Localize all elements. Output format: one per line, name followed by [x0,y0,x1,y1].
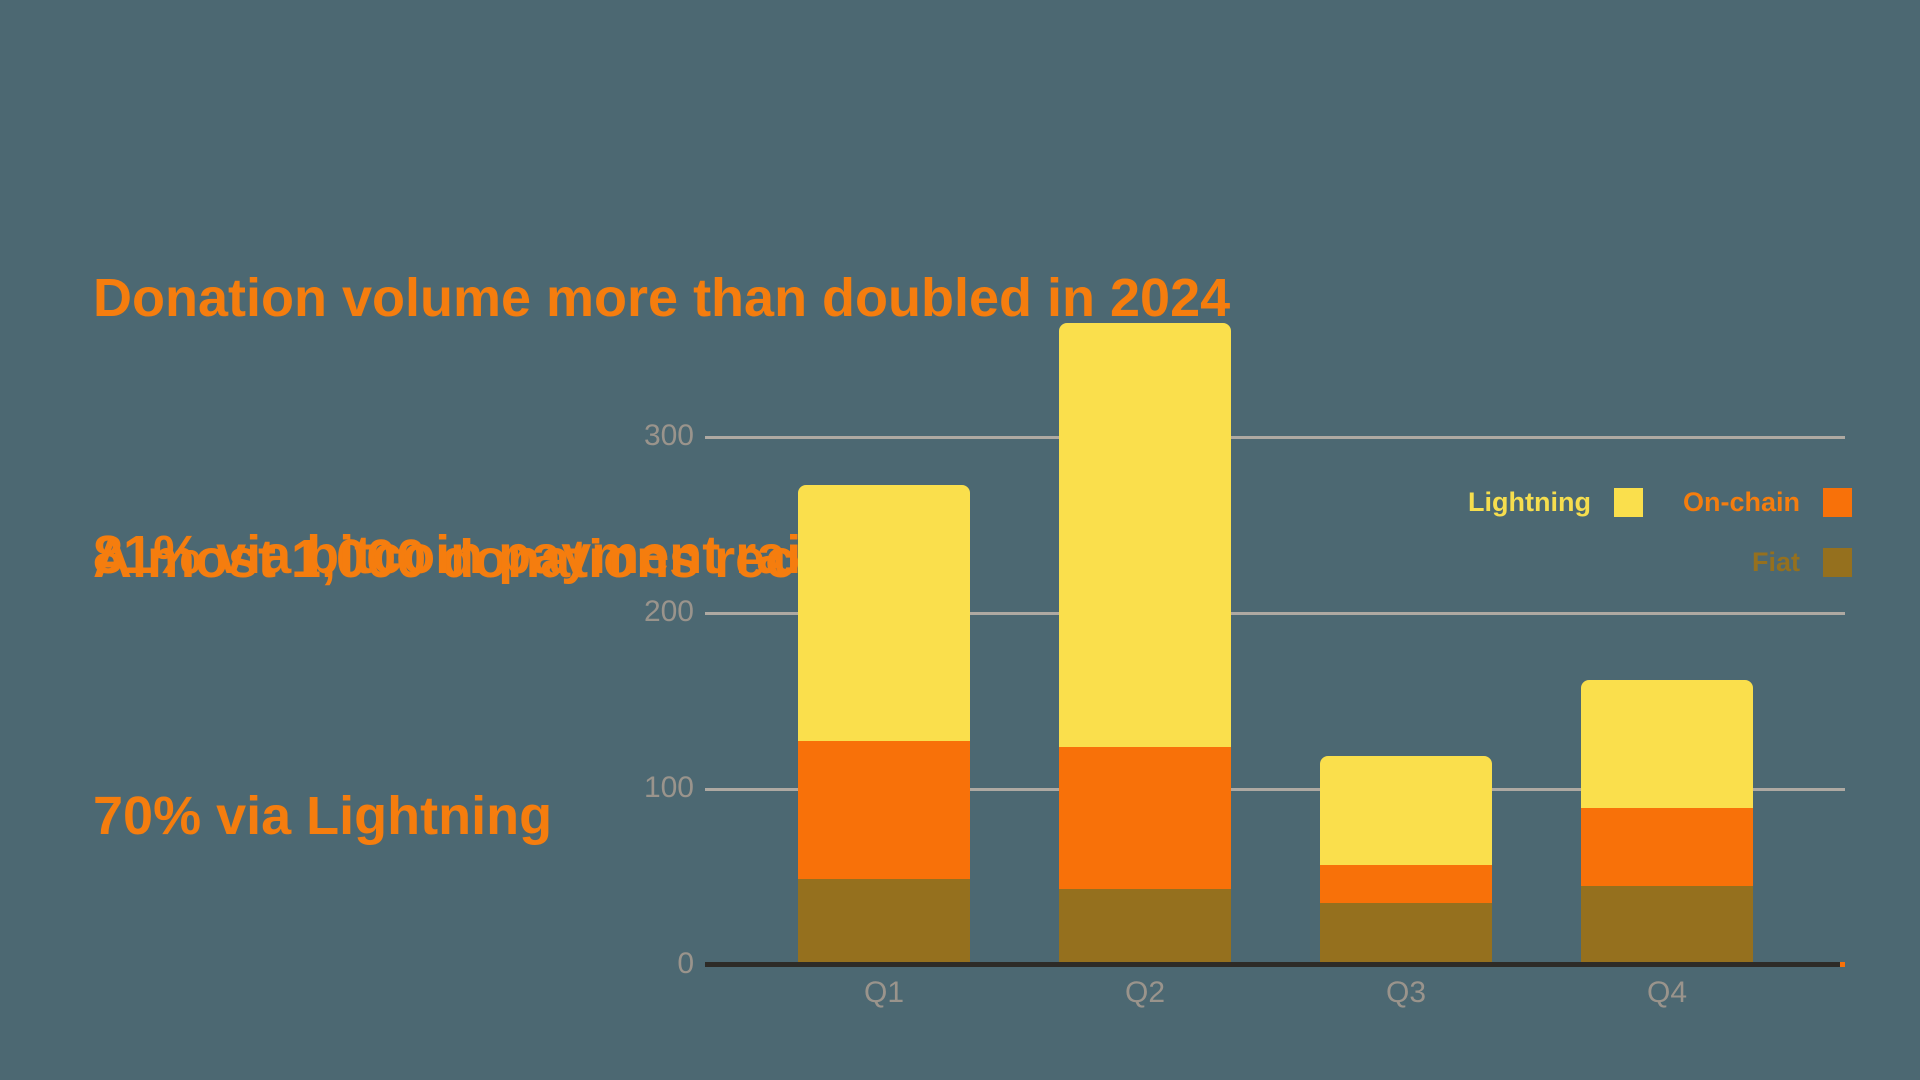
headline-block-top: Donation volume more than doubled in 202… [93,81,1230,777]
legend-label-onchain: On-chain [1682,487,1800,517]
y-tick-label-0: 0 [677,947,694,980]
headline-line-2: Almost 1,000 donations received [93,529,934,589]
legend-swatch-fiat [1823,548,1852,577]
bar-Q4-segment-fiat [1581,885,1753,965]
y-tick-label-100: 100 [643,771,694,804]
bar-Q4-segment-onchain [1581,808,1753,886]
x-tick-label-Q1: Q1 [863,976,905,1009]
bar-Q1-segment-lightning [798,484,970,742]
headline-block-bottom: 81% via bitcoin payment rails 70% via Li… [93,338,846,1034]
legend-swatch-onchain [1823,488,1852,517]
bar-Q2-segment-fiat [1059,889,1231,965]
headline-line-4: 70% via Lightning [93,786,553,846]
legend-label-fiat: Fiat [1751,547,1800,577]
bar-Q3-segment-lightning [1320,755,1492,865]
legend-item-onchain: On-chain [1683,488,1852,517]
legend-swatch-lightning [1613,488,1643,517]
legend-item-fiat: Fiat [1752,548,1852,577]
x-tick-label-Q3: Q3 [1385,976,1427,1009]
legend-item-lightning: Lightning [1468,488,1643,517]
legend-row-2: Fiat [1752,548,1852,577]
bar-Q3-segment-fiat [1320,903,1492,965]
gridline-300 [705,435,1845,439]
y-tick-label-200: 200 [643,595,694,628]
headline-line-3: 81% via bitcoin payment rails [93,525,847,585]
bar-Q1-segment-fiat [798,878,970,965]
headline-line-1: Donation volume more than doubled in 202… [93,268,1231,328]
x-tick-label-Q4: Q4 [1646,976,1688,1009]
bar-Q2-segment-onchain [1059,746,1231,890]
bar-Q2-segment-lightning [1059,322,1231,747]
gridline-200 [705,611,1845,615]
x-axis-baseline [705,962,1840,967]
bar-Q3-segment-onchain [1320,864,1492,904]
legend-row-1: Lightning On-chain [1468,488,1852,517]
x-tick-label-Q2: Q2 [1124,976,1166,1009]
legend-label-lightning: Lightning [1468,487,1591,517]
bar-Q1-segment-onchain [798,741,970,879]
gridline-100 [705,787,1845,791]
bar-Q4-segment-lightning [1581,679,1753,809]
x-axis-end-cap [1840,962,1845,967]
y-tick-label-300: 300 [643,419,694,452]
